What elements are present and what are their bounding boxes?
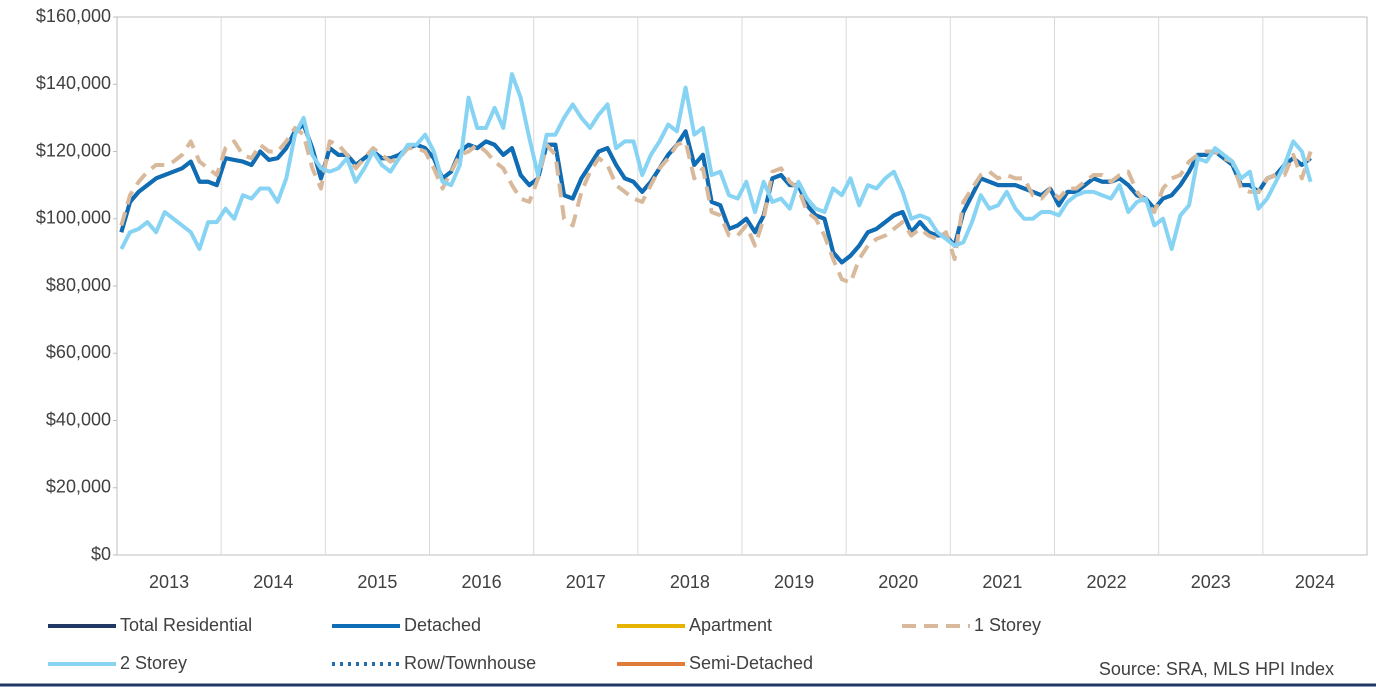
series-line	[119, 72, 1313, 252]
x-tick-label: 2023	[1191, 572, 1231, 592]
x-tick-label: 2022	[1087, 572, 1127, 592]
x-tick-label: 2024	[1295, 572, 1335, 592]
series-line	[119, 122, 1312, 265]
y-tick-label: $60,000	[46, 342, 111, 362]
source-note: Source: SRA, MLS HPI Index	[1099, 659, 1334, 679]
legend-label: 2 Storey	[120, 653, 187, 673]
x-tick-label: 2020	[878, 572, 918, 592]
series-line	[119, 125, 1313, 285]
y-tick-label: $120,000	[36, 140, 111, 160]
x-tick-label: 2016	[462, 572, 502, 592]
legend-label: Semi-Detached	[689, 653, 813, 673]
x-tick-label: 2014	[253, 572, 293, 592]
x-tick-label: 2013	[149, 572, 189, 592]
y-tick-label: $20,000	[46, 477, 111, 497]
legend-label: 1 Storey	[974, 615, 1041, 635]
y-tick-label: $0	[91, 544, 111, 564]
legend-label: Row/Townhouse	[404, 653, 536, 673]
legend-label: Total Residential	[120, 615, 252, 635]
legend-label: Apartment	[689, 615, 772, 635]
y-tick-label: $80,000	[46, 275, 111, 295]
x-tick-label: 2021	[982, 572, 1022, 592]
y-tick-label: $40,000	[46, 409, 111, 429]
x-tick-label: 2019	[774, 572, 814, 592]
y-tick-label: $100,000	[36, 208, 111, 228]
y-tick-label: $160,000	[36, 6, 111, 26]
legend-label: Detached	[404, 615, 481, 635]
series-line	[119, 122, 1312, 265]
x-tick-label: 2015	[357, 572, 397, 592]
y-tick-label: $140,000	[36, 73, 111, 93]
x-tick-label: 2018	[670, 572, 710, 592]
x-tick-label: 2017	[566, 572, 606, 592]
